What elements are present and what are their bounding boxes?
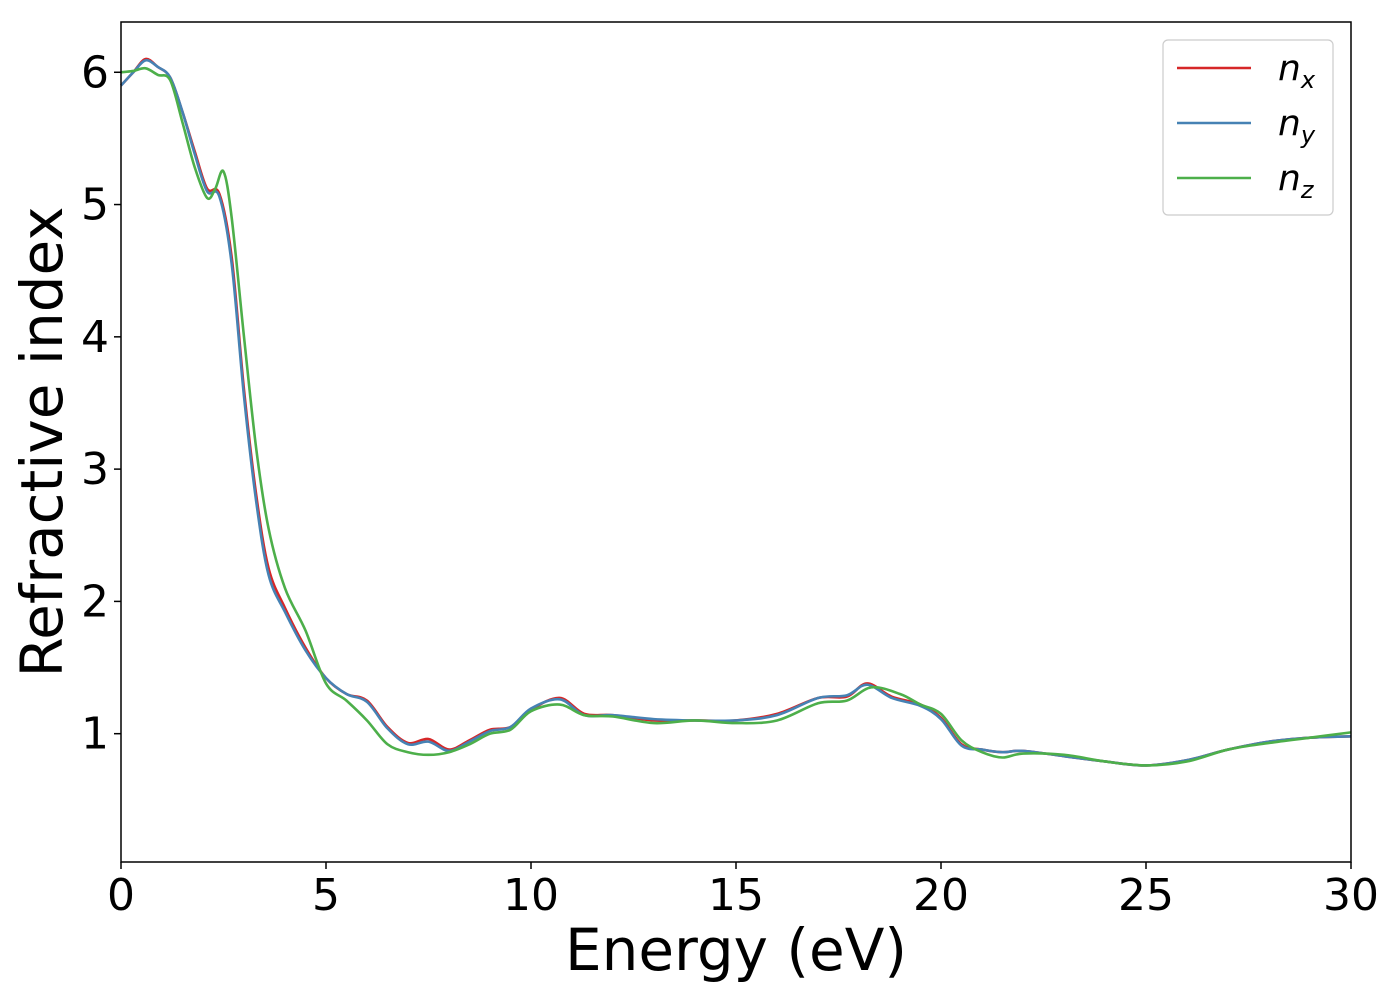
x-tick-label: 30 bbox=[1323, 870, 1379, 921]
x-tick-label: 15 bbox=[708, 870, 764, 921]
y-tick-label: 2 bbox=[81, 576, 109, 627]
y-axis-label: Refractive index bbox=[8, 206, 76, 677]
series-line-ny bbox=[120, 58, 1352, 767]
legend-box bbox=[1162, 39, 1334, 216]
y-axis-ticks: 1 2 3 4 5 6 bbox=[81, 47, 121, 760]
x-tick-label: 10 bbox=[503, 870, 559, 921]
series-layer bbox=[120, 57, 1352, 767]
y-tick-label: 6 bbox=[81, 47, 109, 98]
legend-label-ny: ny bbox=[1278, 103, 1316, 149]
legend: nx ny nz bbox=[1162, 39, 1334, 216]
x-tick-label: 25 bbox=[1118, 870, 1174, 921]
x-axis-label: Energy (eV) bbox=[565, 916, 907, 984]
x-tick-label: 0 bbox=[107, 870, 135, 921]
legend-label-nx: nx bbox=[1278, 48, 1316, 94]
y-tick-label: 1 bbox=[81, 709, 109, 760]
series-line-nz bbox=[120, 66, 1352, 767]
y-tick-label: 3 bbox=[81, 444, 109, 495]
legend-label-nz: nz bbox=[1278, 158, 1315, 204]
y-tick-label: 4 bbox=[81, 312, 109, 363]
x-tick-label: 20 bbox=[913, 870, 969, 921]
y-tick-label: 5 bbox=[81, 180, 109, 231]
x-tick-label: 5 bbox=[312, 870, 340, 921]
x-axis-ticks: 0 5 10 15 20 25 30 bbox=[107, 862, 1379, 921]
